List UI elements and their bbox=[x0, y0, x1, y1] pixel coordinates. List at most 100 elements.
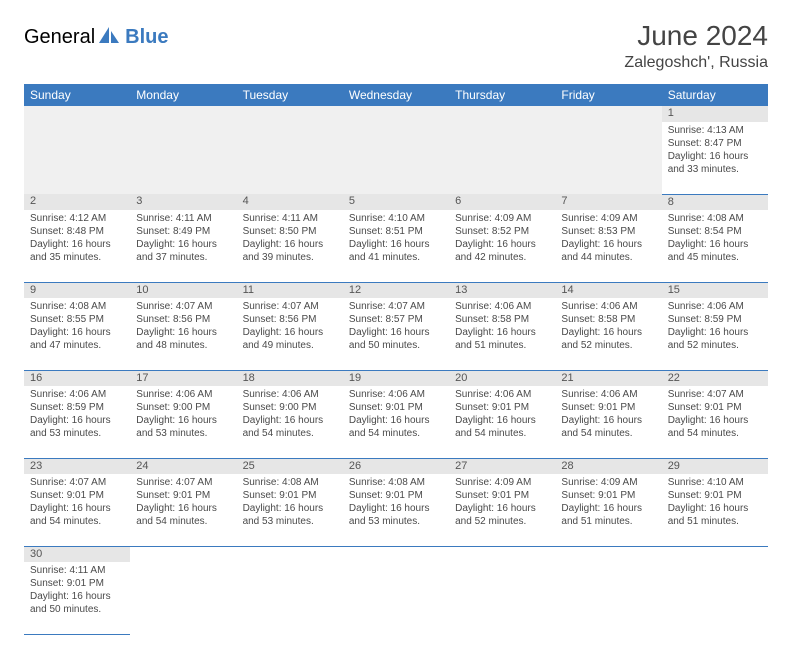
daynum-row: 9101112131415 bbox=[24, 282, 768, 298]
day-cell bbox=[130, 122, 236, 194]
day-number-cell bbox=[237, 106, 343, 122]
day-cell: Sunrise: 4:07 AMSunset: 8:56 PMDaylight:… bbox=[237, 298, 343, 370]
day-number-cell bbox=[130, 546, 236, 562]
day-number-cell: 12 bbox=[343, 282, 449, 298]
day-cell: Sunrise: 4:08 AMSunset: 8:55 PMDaylight:… bbox=[24, 298, 130, 370]
data-row: Sunrise: 4:08 AMSunset: 8:55 PMDaylight:… bbox=[24, 298, 768, 370]
weekday-header: Tuesday bbox=[237, 84, 343, 106]
day-number-cell: 23 bbox=[24, 458, 130, 474]
day-cell: Sunrise: 4:06 AMSunset: 9:00 PMDaylight:… bbox=[237, 386, 343, 458]
day-cell: Sunrise: 4:10 AMSunset: 9:01 PMDaylight:… bbox=[662, 474, 768, 546]
day-number-cell: 13 bbox=[449, 282, 555, 298]
day-number-cell: 5 bbox=[343, 194, 449, 210]
month-title: June 2024 bbox=[624, 20, 768, 52]
day-number-cell: 3 bbox=[130, 194, 236, 210]
day-number-cell: 7 bbox=[555, 194, 661, 210]
day-number-cell: 8 bbox=[662, 194, 768, 210]
day-cell: Sunrise: 4:13 AMSunset: 8:47 PMDaylight:… bbox=[662, 122, 768, 194]
data-row: Sunrise: 4:07 AMSunset: 9:01 PMDaylight:… bbox=[24, 474, 768, 546]
day-cell: Sunrise: 4:07 AMSunset: 8:57 PMDaylight:… bbox=[343, 298, 449, 370]
day-cell bbox=[449, 562, 555, 634]
day-number-cell bbox=[130, 106, 236, 122]
day-number-cell bbox=[449, 106, 555, 122]
day-number-cell: 21 bbox=[555, 370, 661, 386]
day-number-cell: 11 bbox=[237, 282, 343, 298]
day-number-cell: 10 bbox=[130, 282, 236, 298]
day-cell: Sunrise: 4:09 AMSunset: 8:52 PMDaylight:… bbox=[449, 210, 555, 282]
day-cell: Sunrise: 4:06 AMSunset: 9:00 PMDaylight:… bbox=[130, 386, 236, 458]
day-number-cell bbox=[555, 546, 661, 562]
day-cell: Sunrise: 4:06 AMSunset: 9:01 PMDaylight:… bbox=[449, 386, 555, 458]
day-cell bbox=[343, 122, 449, 194]
day-number-cell: 6 bbox=[449, 194, 555, 210]
day-cell: Sunrise: 4:06 AMSunset: 9:01 PMDaylight:… bbox=[555, 386, 661, 458]
brand-name-2: Blue bbox=[125, 26, 168, 49]
day-cell bbox=[237, 122, 343, 194]
day-number-cell: 28 bbox=[555, 458, 661, 474]
daynum-row: 1 bbox=[24, 106, 768, 122]
day-number-cell: 1 bbox=[662, 106, 768, 122]
day-cell: Sunrise: 4:08 AMSunset: 8:54 PMDaylight:… bbox=[662, 210, 768, 282]
day-number-cell: 27 bbox=[449, 458, 555, 474]
weekday-header-row: SundayMondayTuesdayWednesdayThursdayFrid… bbox=[24, 84, 768, 106]
day-number-cell: 9 bbox=[24, 282, 130, 298]
day-cell: Sunrise: 4:11 AMSunset: 9:01 PMDaylight:… bbox=[24, 562, 130, 634]
day-number-cell bbox=[662, 546, 768, 562]
day-number-cell bbox=[343, 106, 449, 122]
day-number-cell: 29 bbox=[662, 458, 768, 474]
day-cell bbox=[343, 562, 449, 634]
title-block: June 2024 Zalegoshch', Russia bbox=[624, 20, 768, 72]
day-cell bbox=[237, 562, 343, 634]
day-number-cell bbox=[237, 546, 343, 562]
day-cell: Sunrise: 4:07 AMSunset: 8:56 PMDaylight:… bbox=[130, 298, 236, 370]
day-number-cell: 26 bbox=[343, 458, 449, 474]
data-row: Sunrise: 4:12 AMSunset: 8:48 PMDaylight:… bbox=[24, 210, 768, 282]
day-cell bbox=[555, 562, 661, 634]
day-cell: Sunrise: 4:09 AMSunset: 9:01 PMDaylight:… bbox=[449, 474, 555, 546]
daynum-row: 30 bbox=[24, 546, 768, 562]
day-number-cell: 18 bbox=[237, 370, 343, 386]
day-cell: Sunrise: 4:06 AMSunset: 8:58 PMDaylight:… bbox=[449, 298, 555, 370]
day-number-cell: 24 bbox=[130, 458, 236, 474]
day-number-cell: 22 bbox=[662, 370, 768, 386]
day-cell bbox=[130, 562, 236, 634]
data-row: Sunrise: 4:11 AMSunset: 9:01 PMDaylight:… bbox=[24, 562, 768, 634]
weekday-header: Thursday bbox=[449, 84, 555, 106]
day-number-cell: 14 bbox=[555, 282, 661, 298]
day-cell bbox=[449, 122, 555, 194]
day-number-cell bbox=[24, 106, 130, 122]
calendar-table: SundayMondayTuesdayWednesdayThursdayFrid… bbox=[24, 84, 768, 635]
day-cell: Sunrise: 4:06 AMSunset: 8:59 PMDaylight:… bbox=[662, 298, 768, 370]
day-cell: Sunrise: 4:09 AMSunset: 9:01 PMDaylight:… bbox=[555, 474, 661, 546]
day-cell: Sunrise: 4:12 AMSunset: 8:48 PMDaylight:… bbox=[24, 210, 130, 282]
day-number-cell bbox=[555, 106, 661, 122]
day-cell: Sunrise: 4:11 AMSunset: 8:50 PMDaylight:… bbox=[237, 210, 343, 282]
day-cell: Sunrise: 4:06 AMSunset: 8:58 PMDaylight:… bbox=[555, 298, 661, 370]
weekday-header: Friday bbox=[555, 84, 661, 106]
day-cell: Sunrise: 4:09 AMSunset: 8:53 PMDaylight:… bbox=[555, 210, 661, 282]
day-number-cell bbox=[449, 546, 555, 562]
day-number-cell: 25 bbox=[237, 458, 343, 474]
brand-logo: General Blue bbox=[24, 26, 169, 49]
day-number-cell bbox=[343, 546, 449, 562]
data-row: Sunrise: 4:13 AMSunset: 8:47 PMDaylight:… bbox=[24, 122, 768, 194]
weekday-header: Saturday bbox=[662, 84, 768, 106]
day-cell: Sunrise: 4:08 AMSunset: 9:01 PMDaylight:… bbox=[237, 474, 343, 546]
day-cell bbox=[662, 562, 768, 634]
day-number-cell: 4 bbox=[237, 194, 343, 210]
data-row: Sunrise: 4:06 AMSunset: 8:59 PMDaylight:… bbox=[24, 386, 768, 458]
day-number-cell: 16 bbox=[24, 370, 130, 386]
brand-name-1: General bbox=[24, 26, 95, 49]
day-cell bbox=[555, 122, 661, 194]
day-cell bbox=[24, 122, 130, 194]
daynum-row: 23242526272829 bbox=[24, 458, 768, 474]
day-number-cell: 20 bbox=[449, 370, 555, 386]
day-cell: Sunrise: 4:11 AMSunset: 8:49 PMDaylight:… bbox=[130, 210, 236, 282]
day-cell: Sunrise: 4:06 AMSunset: 8:59 PMDaylight:… bbox=[24, 386, 130, 458]
day-cell: Sunrise: 4:06 AMSunset: 9:01 PMDaylight:… bbox=[343, 386, 449, 458]
day-cell: Sunrise: 4:10 AMSunset: 8:51 PMDaylight:… bbox=[343, 210, 449, 282]
weekday-header: Monday bbox=[130, 84, 236, 106]
day-number-cell: 30 bbox=[24, 546, 130, 562]
brand-sail-icon bbox=[99, 27, 121, 48]
weekday-header: Sunday bbox=[24, 84, 130, 106]
